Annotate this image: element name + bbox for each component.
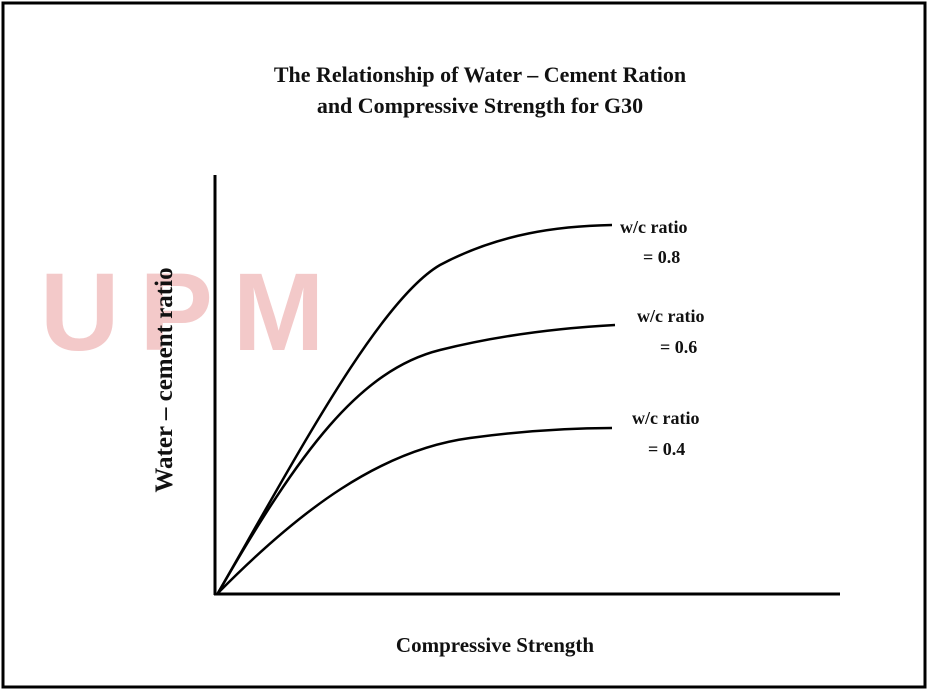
curve-label: = 0.4 <box>648 439 685 459</box>
curve-label: = 0.8 <box>643 247 680 267</box>
curve-label: w/c ratio <box>637 306 704 326</box>
curve <box>217 426 613 594</box>
watermark: UPM <box>40 251 344 374</box>
title-line: and Compressive Strength for G30 <box>317 93 643 118</box>
curve-label: w/c ratio <box>620 217 687 237</box>
curve-label: w/c ratio <box>632 408 699 428</box>
title-line: The Relationship of Water – Cement Ratio… <box>274 62 686 87</box>
curve <box>216 223 613 594</box>
y-axis-label: Water – cement ratio <box>151 267 178 492</box>
x-axis-label: Compressive Strength <box>396 633 594 657</box>
curve-label: = 0.6 <box>660 337 697 357</box>
curve <box>216 323 616 594</box>
